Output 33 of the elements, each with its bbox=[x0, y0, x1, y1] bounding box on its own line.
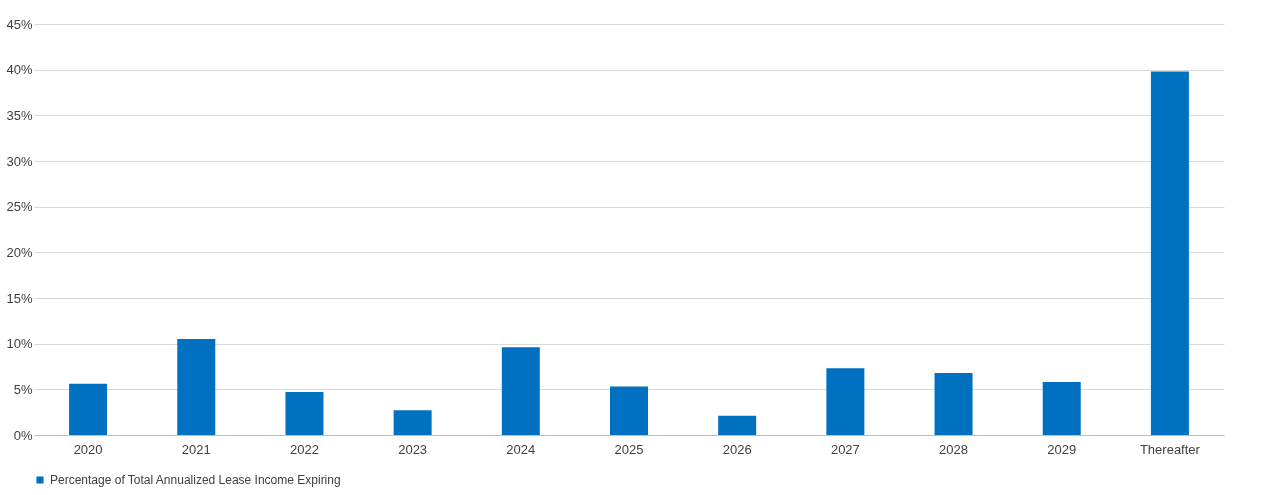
y-tick-label: 5% bbox=[13, 381, 33, 397]
bar bbox=[610, 386, 648, 435]
x-tick-label: 2025 bbox=[614, 441, 644, 457]
bar bbox=[826, 368, 865, 435]
bar bbox=[177, 339, 216, 435]
y-tick-label: 0% bbox=[13, 427, 33, 443]
x-tick-label: 2028 bbox=[939, 441, 969, 457]
bar bbox=[1150, 71, 1189, 435]
x-tick-label: 2026 bbox=[722, 441, 752, 457]
y-tick-label: 10% bbox=[6, 336, 33, 352]
x-tick-label: 2027 bbox=[830, 441, 860, 457]
bar bbox=[501, 347, 540, 435]
x-tick-label: Thereafter bbox=[1139, 441, 1201, 457]
y-tick-label: 20% bbox=[6, 244, 33, 260]
bar bbox=[934, 372, 973, 435]
y-tick-label: 40% bbox=[6, 62, 33, 78]
y-tick-label: 25% bbox=[6, 199, 33, 215]
bar bbox=[285, 392, 324, 435]
y-tick-label: 15% bbox=[6, 290, 33, 306]
bar bbox=[718, 415, 757, 435]
y-tick-label: 35% bbox=[6, 107, 33, 123]
bar bbox=[393, 410, 432, 435]
bar bbox=[69, 383, 108, 435]
x-tick-label: 2024 bbox=[506, 441, 536, 457]
bar bbox=[1042, 382, 1081, 435]
x-tick-label: 2021 bbox=[181, 441, 211, 457]
x-tick-label: 2023 bbox=[398, 441, 428, 457]
y-tick-label: 30% bbox=[6, 153, 33, 169]
x-tick-label: 2020 bbox=[73, 441, 103, 457]
y-tick-label: 45% bbox=[6, 16, 33, 32]
x-tick-label: 2029 bbox=[1047, 441, 1077, 457]
legend-label: Percentage of Total Annualized Lease Income Expiring bbox=[50, 473, 341, 487]
x-tick-label: 2022 bbox=[289, 441, 319, 457]
